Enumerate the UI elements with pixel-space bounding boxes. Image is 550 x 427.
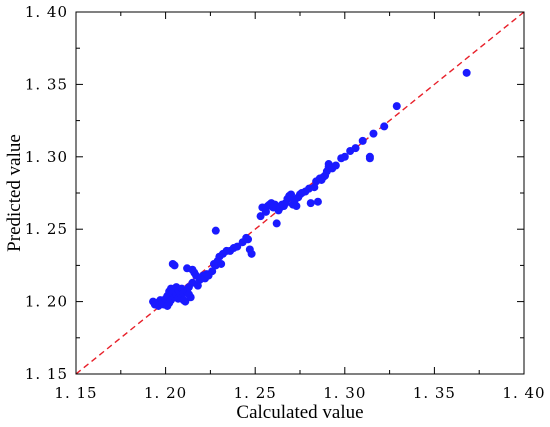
points-layer [149,68,471,310]
x-tick-label: 1. 35 [413,384,456,402]
y-tick-label: 1. 25 [25,220,68,238]
x-tick-label: 1. 20 [144,384,187,402]
data-point [256,212,265,221]
y-tick-label: 1. 20 [25,293,68,311]
y-tick-label: 1. 15 [25,365,68,383]
data-point [306,199,315,208]
data-point [380,122,389,131]
x-tick-label: 1. 30 [323,384,366,402]
data-point [211,226,220,235]
reference-line [76,12,524,374]
reference-layer [76,12,524,374]
data-point [217,259,226,268]
x-axis-title: Calculated value [236,402,363,423]
data-point [340,152,349,161]
data-point [313,197,322,206]
data-point [170,261,179,270]
data-point [208,267,217,276]
data-point [392,102,401,111]
x-tick-labels: 1. 15 1. 20 1. 25 1. 30 1. 35 1. 40 [54,384,545,402]
data-point [462,68,471,77]
data-point [365,152,374,161]
data-point [272,219,281,228]
data-point [287,190,296,199]
data-point [247,249,256,258]
data-point [233,242,242,251]
data-point [292,202,301,211]
ticks-layer [75,11,525,375]
y-tick-label: 1. 40 [25,3,68,21]
data-point [358,136,367,145]
x-tick-label: 1. 15 [54,384,97,402]
data-point [186,293,195,302]
data-point [351,144,360,153]
y-tick-label: 1. 30 [25,148,68,166]
y-tick-labels: 1. 15 1. 20 1. 25 1. 30 1. 35 1. 40 [25,3,68,383]
data-point [244,235,253,244]
data-point [181,297,190,306]
y-axis-title: Predicted value [4,134,25,252]
y-tick-label: 1. 35 [25,75,68,93]
x-tick-label: 1. 40 [502,384,545,402]
x-tick-label: 1. 25 [234,384,277,402]
data-point [331,161,340,170]
data-point [369,129,378,138]
